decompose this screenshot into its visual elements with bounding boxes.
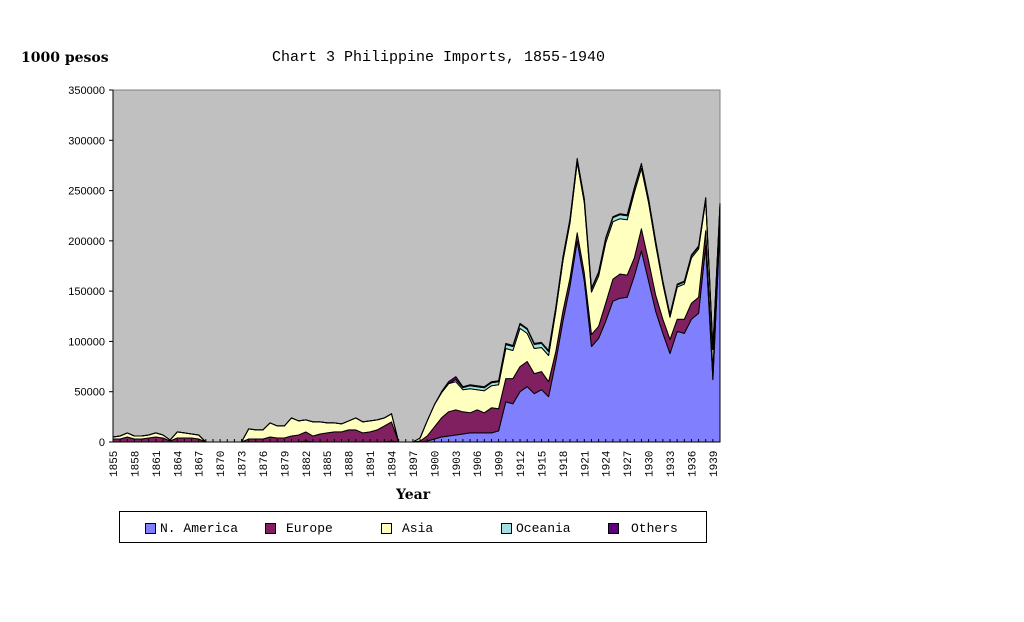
legend-item-europe: Europe — [265, 521, 333, 536]
swatch-icon — [381, 523, 392, 534]
x-tick-label: 1906 — [473, 451, 485, 477]
x-tick-label: 1927 — [623, 451, 635, 477]
x-tick-label: 1933 — [666, 451, 678, 477]
swatch-icon — [265, 523, 276, 534]
x-tick-label: 1915 — [537, 451, 549, 477]
y-tick-label: 100000 — [68, 336, 105, 348]
legend-item-asia: Asia — [381, 521, 433, 536]
x-tick-label: 1894 — [388, 450, 400, 477]
x-tick-label: 1912 — [516, 451, 528, 477]
x-tick-label: 1873 — [238, 451, 250, 477]
x-tick-label: 1855 — [109, 451, 121, 477]
y-tick-label: 50000 — [74, 387, 105, 399]
x-tick-label: 1909 — [495, 451, 507, 477]
legend-item-n-america: N. America — [145, 521, 238, 536]
x-tick-label: 1903 — [452, 451, 464, 477]
y-tick-label: 200000 — [68, 236, 105, 248]
y-tick-label: 0 — [99, 437, 105, 449]
legend: N. America Europe Asia Oceania Others — [119, 511, 707, 543]
x-tick-label: 1930 — [645, 451, 657, 477]
x-tick-label: 1870 — [216, 451, 228, 477]
y-tick-label: 300000 — [68, 135, 105, 147]
y-tick-label: 350000 — [68, 85, 105, 97]
x-tick-label: 1864 — [173, 450, 185, 477]
x-tick-label: 1921 — [580, 450, 592, 477]
x-tick-label: 1858 — [130, 451, 142, 477]
legend-label: N. America — [160, 521, 239, 536]
legend-label: Oceania — [516, 521, 571, 536]
x-tick-label: 1879 — [280, 451, 292, 477]
swatch-icon — [501, 523, 512, 534]
legend-item-others: Others — [608, 521, 678, 536]
legend-item-oceania: Oceania — [501, 521, 571, 536]
x-axis: 1855 1858 1861 1864 1867 1870 1873 1876 1879 1882… — [109, 439, 721, 477]
legend-label: Asia — [402, 521, 434, 536]
x-tick-label: 1867 — [195, 451, 207, 477]
x-tick-label: 1900 — [430, 451, 442, 477]
y-tick-label: 250000 — [68, 186, 105, 198]
x-tick-label: 1888 — [345, 451, 357, 477]
x-tick-label: 1891 — [366, 450, 378, 477]
x-tick-label: 1885 — [323, 451, 335, 477]
y-unit-label: 1000 pesos — [21, 50, 109, 66]
chart-title: Chart 3 Philippine Imports, 1855-1940 — [272, 49, 606, 66]
x-tick-label: 1924 — [602, 450, 614, 477]
x-axis-title: Year — [396, 487, 431, 503]
x-tick-label: 1918 — [559, 451, 571, 477]
x-tick-label: 1939 — [709, 451, 721, 477]
swatch-icon — [145, 523, 156, 534]
area-series-others — [112, 157, 721, 443]
legend-label: Europe — [286, 521, 333, 536]
y-axis: 0 50000 100000 150000 200000 250000 300000 3500… — [68, 85, 114, 449]
legend-label: Others — [631, 521, 678, 536]
x-tick-label: 1876 — [259, 451, 271, 477]
y-tick-label: 150000 — [68, 286, 105, 298]
x-tick-label: 1882 — [302, 451, 314, 477]
x-tick-label: 1936 — [687, 451, 699, 477]
x-tick-label: 1861 — [152, 450, 164, 477]
swatch-icon — [608, 523, 619, 534]
x-tick-label: 1897 — [409, 451, 421, 477]
